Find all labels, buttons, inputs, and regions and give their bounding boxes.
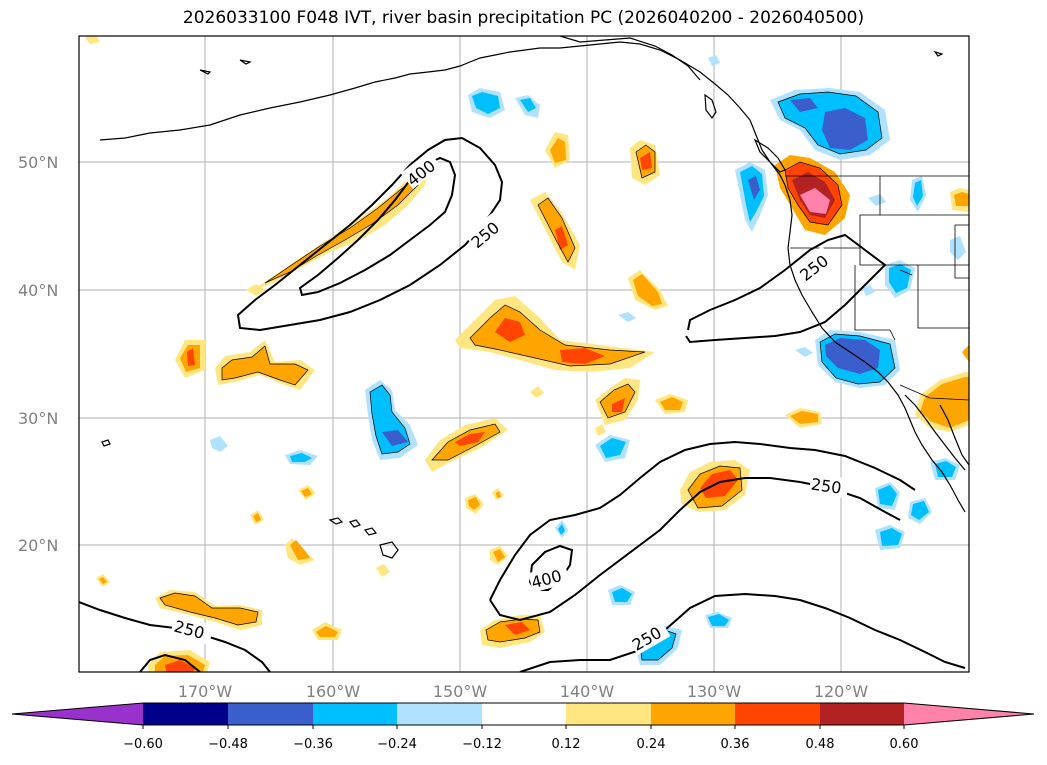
colorbar-bin-3 [313, 703, 397, 725]
lat-label-30n: 30°N [18, 409, 58, 428]
lat-label-20n: 20°N [18, 536, 58, 555]
colorbar-bin-7 [651, 703, 735, 725]
colorbar-tick-9: 0.48 [806, 737, 835, 752]
map-title: 2026033100 F048 IVT, river basin precipi… [182, 8, 865, 28]
colorbar-tick-6: 0.12 [552, 737, 581, 752]
lat-label-40n: 40°N [18, 281, 58, 300]
colorbar-bin-9 [820, 703, 904, 725]
colorbar-bin-8 [735, 703, 820, 725]
lon-label-130w: 130°W [687, 682, 742, 701]
colorbar-tick-10: 0.60 [890, 737, 919, 752]
colorbar-tick-7: 0.24 [637, 737, 666, 752]
lat-label-50n: 50°N [18, 153, 58, 172]
colorbar-tick-5: −0.12 [462, 737, 502, 752]
lon-label-160w: 160°W [306, 682, 361, 701]
colorbar-bin-4 [397, 703, 482, 725]
coastlines [99, 36, 969, 559]
colorbar: −0.60 −0.48 −0.36 −0.24 −0.12 0.12 0.24 … [11, 702, 1035, 752]
colorbar-bin-2 [228, 703, 313, 725]
lon-label-120w: 120°W [814, 682, 869, 701]
colorbar-bin-6 [566, 703, 651, 725]
lon-label-150w: 150°W [433, 682, 488, 701]
colorbar-bin-neutral [482, 703, 566, 725]
contour-label-250-south: 250 [810, 475, 843, 498]
lon-label-170w: 170°W [178, 682, 233, 701]
contour-label-backgrounds [170, 151, 850, 656]
colorbar-tick-4: −0.24 [377, 737, 417, 752]
colorbar-tick-1: −0.60 [123, 737, 163, 752]
colorbar-bin-1 [143, 703, 228, 725]
lon-label-140w: 140°W [560, 682, 615, 701]
map-frame [78, 35, 970, 673]
colorbar-tick-3: −0.36 [293, 737, 333, 752]
political-borders [785, 175, 969, 401]
colorbar-over-arrow [904, 703, 1034, 725]
colorbar-tick-2: −0.48 [208, 737, 248, 752]
positive-anomaly-patches [85, 36, 969, 672]
colorbar-tick-8: 0.36 [721, 737, 750, 752]
colorbar-under-arrow [12, 703, 143, 725]
